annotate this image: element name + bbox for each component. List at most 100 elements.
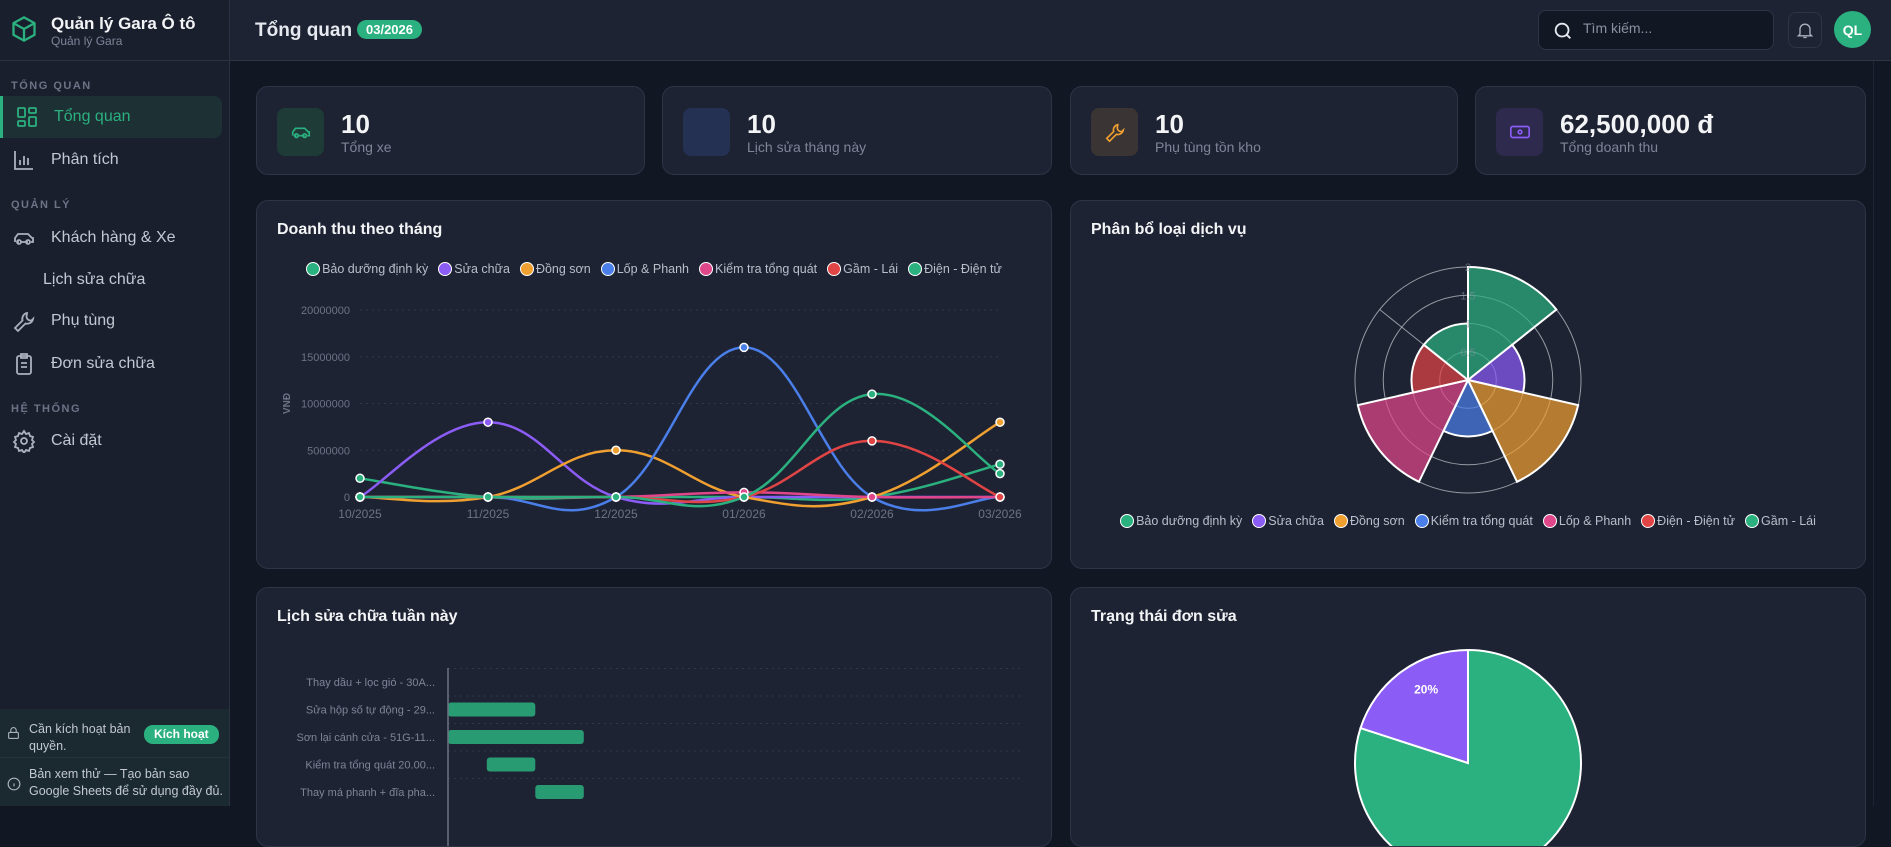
legend-label: Điện - Điện tử [1657, 514, 1736, 528]
legend-item[interactable]: Gầm - Lái [827, 262, 898, 276]
y-tick-label: 15000000 [301, 352, 350, 364]
legend-item[interactable]: Bảo dưỡng định kỳ [306, 262, 428, 276]
sidebar-item-settings[interactable]: Cài đặt [0, 420, 222, 462]
legend-label: Sửa chữa [1268, 514, 1324, 528]
legend-item[interactable]: Bảo dưỡng định kỳ [1120, 514, 1242, 528]
row-label: Kiểm tra tổng quát 20.00... [305, 760, 435, 772]
pie-slice [1359, 648, 1469, 765]
legend-item[interactable]: Gầm - Lái [1745, 514, 1816, 528]
legend-swatch [1745, 514, 1760, 528]
page-title: Tổng quan [255, 20, 353, 41]
series-line [359, 463, 1001, 502]
legend-swatch [1414, 514, 1429, 528]
sidebar-item-label: Khách hàng & Xe [51, 229, 176, 246]
sidebar-item-label: Cài đặt [51, 432, 102, 449]
y-tick-label: 10000000 [301, 399, 350, 411]
sidebar-item-label: Phụ tùng [51, 312, 116, 329]
legend-swatch [1641, 514, 1656, 528]
cube-logo-icon [12, 16, 36, 42]
legend-item[interactable]: Điện - Điện tử [908, 262, 1002, 276]
sidebar-item-analytics[interactable]: Phân tích [0, 139, 222, 181]
schedule-bar-chart: Thay dầu + lọc gió - 30A... Sửa hộp số tự… [297, 668, 1020, 846]
legend-item[interactable]: Lốp & Phanh [600, 262, 689, 276]
legend-swatch [519, 262, 534, 276]
sidebar-item-parts[interactable]: Phụ tùng [0, 300, 222, 342]
stat-label: Lịch sửa tháng này [747, 139, 867, 155]
legend-item[interactable]: Lốp & Phanh [1542, 514, 1632, 528]
legend-label: Đồng sơn [535, 262, 591, 276]
license-text: Cần kích hoạt bản quyền. [29, 722, 131, 753]
stat-value: 10 [341, 109, 370, 139]
legend-label: Lốp & Phanh [1558, 514, 1632, 528]
schedule-bar [448, 702, 536, 717]
r-tick-label: 0.5 [1460, 347, 1475, 359]
data-point [995, 417, 1005, 427]
trial-text: Bản xem thử — Tạo bản sao Google Sheets … [29, 767, 223, 798]
legend-swatch [438, 262, 453, 276]
search-box[interactable] [1538, 10, 1774, 50]
notifications-button[interactable] [1788, 12, 1822, 48]
row-label: Thay dầu + lọc gió - 30A... [306, 677, 435, 689]
legend-item[interactable]: Điện - Điện tử [1641, 514, 1735, 528]
stat-card-vehicles: 10 Tổng xe [256, 86, 645, 175]
legend-swatch [908, 262, 923, 276]
legend-label: Gầm - Lái [1761, 514, 1816, 528]
revenue-chart-card: Doanh thu theo tháng Bảo dưỡng định kỳ Sử… [256, 200, 1052, 569]
legend-swatch [1333, 514, 1348, 528]
section-manage: QUẢN LÝ [11, 199, 71, 211]
r-tick-label: 1 [1465, 319, 1471, 331]
data-point [995, 492, 1005, 502]
y-axis-label: VNĐ [282, 393, 293, 414]
legend-item[interactable]: Kiểm tra tổng quát [1414, 514, 1533, 528]
legend-item[interactable]: Sửa chữa [1252, 514, 1324, 528]
series-line [360, 392, 1001, 508]
stat-label: Tổng doanh thu [1560, 139, 1659, 155]
stat-label: Tổng xe [341, 139, 392, 155]
x-tick-label: 01/2026 [722, 507, 766, 521]
chart-legend: Bảo dưỡng định kỳ Sửa chữa Đồng sơn Kiểm tr… [1071, 514, 1865, 528]
scrollbar[interactable] [1873, 61, 1891, 806]
data-point [739, 492, 749, 502]
brand: Quản lý Gara Ô tô Quản lý Gara [0, 0, 229, 61]
y-tick-label: 5000000 [307, 445, 350, 457]
legend-label: Kiểm tra tổng quát [1430, 514, 1533, 528]
polar-chart: 0.5 1 1.5 2 [1354, 262, 1582, 494]
sidebar-item-schedule[interactable]: Lịch sửa chữa [0, 259, 222, 301]
data-point [483, 417, 493, 427]
data-point [867, 492, 877, 502]
clipboard-icon [16, 353, 32, 375]
series-line [359, 421, 1001, 508]
sidebar-item-orders[interactable]: Đơn sửa chữa [0, 343, 222, 385]
data-point [483, 492, 493, 502]
stat-card-revenue: 62,500,000 đ Tổng doanh thu [1475, 86, 1866, 175]
activate-button[interactable]: Kích hoạt [144, 725, 219, 744]
polar-segment [1356, 378, 1470, 484]
legend-item[interactable]: Đồng sơn [519, 262, 591, 276]
bar-chart-icon [14, 151, 33, 170]
search-input[interactable] [1583, 20, 1763, 36]
schedule-bar [486, 757, 536, 772]
period-badge: 03/2026 [357, 20, 422, 39]
stat-value: 10 [1155, 109, 1184, 139]
y-tick-label: 0 [344, 492, 350, 504]
legend-swatch [699, 262, 714, 276]
sidebar-item-overview[interactable]: Tổng quan [0, 96, 222, 138]
user-avatar[interactable]: QL [1834, 11, 1871, 48]
data-point [995, 468, 1005, 479]
legend-swatch [1120, 514, 1135, 528]
row-label: Sửa hộp số tự động - 29... [306, 705, 435, 717]
gear-icon [12, 429, 36, 453]
license-notice: Cần kích hoạt bản quyền. Kích hoạt [0, 709, 229, 757]
car-icon [14, 233, 34, 245]
sidebar-item-customers[interactable]: Khách hàng & Xe [0, 217, 222, 259]
service-chart-card: Phân bổ loại dịch vụ 0.5 1 1.5 2 Bảo dưỡng … [1070, 200, 1866, 569]
legend-item[interactable]: Sửa chữa [438, 262, 510, 276]
wrench-icon [1091, 108, 1138, 156]
stat-card-parts: 10 Phụ tùng tồn kho [1070, 86, 1458, 175]
data-point [611, 492, 621, 502]
legend-item[interactable]: Đồng sơn [1333, 514, 1405, 528]
legend-item[interactable]: Kiểm tra tổng quát [699, 262, 817, 276]
top-header: Tổng quan 03/2026 QL [230, 0, 1891, 61]
sidebar-item-label: Lịch sửa chữa [43, 271, 146, 288]
legend-label: Kiểm tra tổng quát [715, 262, 818, 276]
